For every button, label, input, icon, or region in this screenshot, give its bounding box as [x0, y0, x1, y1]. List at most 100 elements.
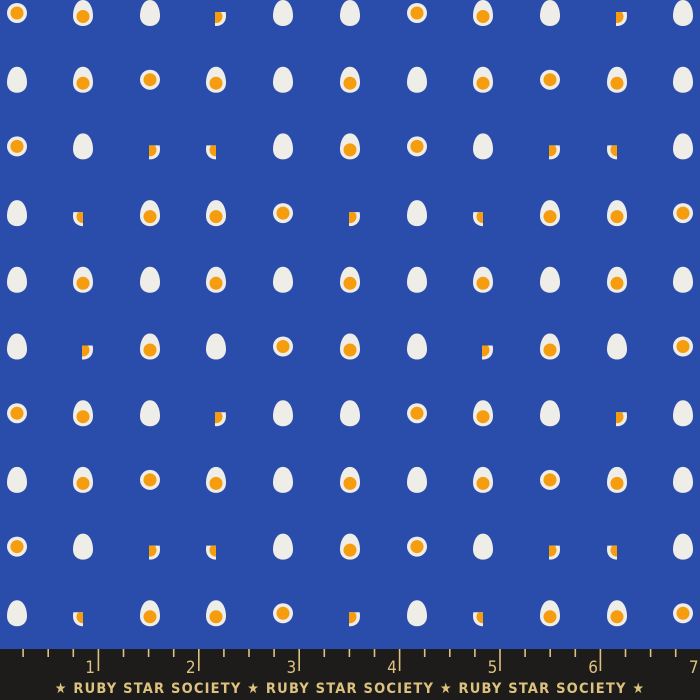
yolk: [610, 145, 617, 157]
yolk: [149, 545, 157, 557]
yolk: [676, 206, 690, 220]
yolk: [410, 540, 424, 554]
yolk: [343, 543, 357, 557]
egg-halved: [607, 66, 627, 93]
ruler-inch-tick: [499, 649, 501, 671]
egg-whole: [607, 333, 627, 360]
egg-whole: [673, 133, 693, 160]
egg-halved: [73, 66, 93, 93]
yolk: [76, 76, 90, 90]
yolk: [676, 606, 690, 620]
egg-whole: [340, 400, 360, 427]
egg-whole: [273, 533, 293, 560]
yolk: [209, 145, 216, 157]
ruler-number: 2: [185, 658, 196, 678]
egg-whole: [407, 266, 427, 293]
yolk: [476, 10, 490, 23]
ruler-number: 1: [85, 658, 95, 678]
yolk: [76, 476, 90, 490]
ruler-tick: [549, 649, 551, 657]
yolk: [209, 476, 223, 490]
yolk: [276, 206, 290, 220]
ruler-inch-tick: [198, 649, 200, 671]
egg-halved: [73, 0, 93, 26]
yolk: [482, 345, 490, 357]
yolk: [82, 345, 90, 357]
egg-halved: [607, 200, 627, 227]
egg-right-half: [349, 612, 360, 627]
egg-whole: [273, 0, 293, 26]
egg-whole: [407, 66, 427, 93]
egg-right-half: [149, 545, 160, 560]
egg-slice: [407, 403, 427, 424]
egg-halved: [540, 200, 560, 227]
ruler-number: 3: [286, 658, 297, 678]
yolk: [76, 212, 83, 224]
egg-whole: [7, 466, 27, 493]
egg-whole: [540, 400, 560, 427]
yolk: [410, 139, 424, 153]
yolk: [610, 545, 617, 557]
yolk: [610, 76, 624, 90]
yolk: [143, 473, 157, 487]
yolk: [616, 12, 624, 23]
egg-whole: [7, 200, 27, 227]
ruler-number: 7: [688, 658, 699, 678]
egg-whole: [673, 0, 693, 26]
yolk: [143, 73, 157, 87]
ruler-tick: [147, 649, 150, 657]
yolk: [549, 545, 557, 557]
egg-halved: [340, 266, 360, 293]
egg-right-half: [616, 412, 627, 427]
ruler-inch-tick: [599, 649, 602, 671]
egg-whole: [140, 0, 160, 26]
egg-left-half: [473, 212, 483, 227]
ruler-tick: [122, 649, 125, 657]
egg-halved: [206, 466, 226, 493]
yolk: [349, 212, 357, 224]
egg-whole: [7, 333, 27, 360]
ruler-tick: [323, 649, 326, 657]
ruler-tick: [574, 649, 577, 657]
yolk: [476, 410, 490, 424]
egg-left-half: [206, 145, 216, 160]
ruler-tick: [172, 649, 175, 657]
yolk: [549, 145, 557, 157]
egg-right-half: [549, 545, 560, 560]
egg-right-half: [215, 12, 226, 26]
yolk: [143, 610, 157, 624]
egg-slice: [540, 469, 560, 490]
egg-whole: [673, 533, 693, 560]
egg-left-half: [607, 145, 617, 160]
yolk: [343, 343, 357, 357]
egg-whole: [273, 266, 293, 293]
yolk: [215, 412, 223, 424]
yolk: [476, 212, 483, 224]
yolk: [10, 540, 24, 554]
egg-right-half: [549, 145, 560, 160]
ruler-inch-tick: [398, 649, 401, 671]
egg-whole: [140, 266, 160, 293]
yolk: [10, 406, 24, 420]
yolk: [343, 143, 357, 157]
egg-slice: [7, 536, 27, 557]
egg-slice: [140, 469, 160, 490]
ruler-tick: [624, 649, 627, 657]
egg-halved: [340, 333, 360, 360]
egg-halved: [473, 466, 493, 493]
yolk: [143, 210, 157, 224]
egg-halved: [607, 266, 627, 293]
egg-slice: [673, 336, 693, 357]
egg-whole: [673, 466, 693, 493]
egg-whole: [7, 66, 27, 93]
yolk: [410, 6, 424, 20]
ruler-tick: [449, 649, 451, 657]
egg-right-half: [149, 145, 160, 160]
egg-slice: [673, 203, 693, 224]
egg-right-half: [215, 412, 226, 427]
yolk: [149, 145, 157, 157]
egg-right-half: [616, 12, 627, 26]
egg-slice: [7, 3, 27, 23]
egg-whole: [407, 200, 427, 227]
egg-slice: [140, 69, 160, 90]
